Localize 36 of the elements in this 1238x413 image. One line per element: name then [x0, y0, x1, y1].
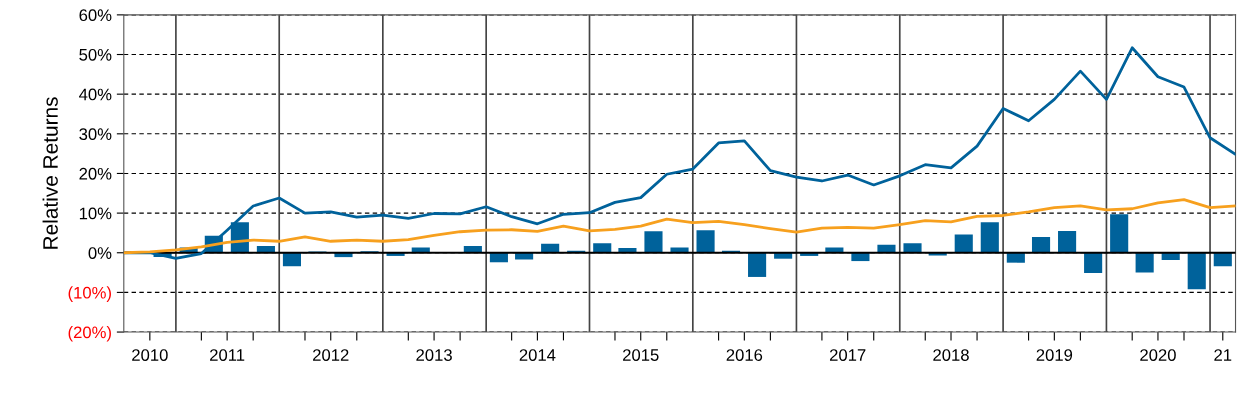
bar: [748, 252, 767, 277]
x-tick-label: 2012: [313, 349, 349, 361]
x-tick-label: 2017: [829, 349, 866, 361]
y-tick-label: 20%: [79, 167, 112, 180]
y-tick-label: (10%): [68, 286, 111, 302]
x-tick-label: 2014: [519, 349, 556, 361]
y-tick-label: 50%: [79, 48, 112, 61]
bar: [1187, 252, 1206, 290]
bar: [644, 231, 663, 253]
x-tick-label: 2013: [416, 349, 452, 361]
bar: [954, 234, 973, 253]
bar: [1006, 252, 1025, 263]
y-axis-title: Relative Returns: [42, 97, 58, 249]
bar: [593, 243, 612, 253]
x-tick-label: 2010: [132, 349, 168, 361]
bar: [1058, 230, 1077, 253]
y-tick-label: (20%): [68, 326, 111, 342]
x-tick-label: 2019: [1036, 349, 1073, 361]
y-tick-label: 60%: [79, 9, 112, 22]
x-tick-label: 2020: [1140, 349, 1176, 361]
bar: [1110, 214, 1129, 253]
bar: [696, 230, 715, 253]
bar: [1084, 252, 1103, 273]
bar: [1031, 236, 1051, 253]
x-tick-label: 21: [1214, 349, 1232, 361]
y-tick-label: 40%: [79, 88, 112, 101]
bar: [1135, 252, 1154, 273]
x-tick-label: 2015: [623, 349, 659, 361]
y-tick-label: 30%: [79, 128, 112, 141]
bar: [980, 222, 999, 253]
x-tick-label: 2016: [726, 349, 763, 361]
bar: [903, 243, 922, 253]
x-tick-label: 2018: [933, 349, 969, 361]
y-tick-label: 10%: [79, 207, 112, 220]
y-tick-label: 0%: [88, 247, 112, 259]
x-tick-label: 2011: [210, 349, 245, 361]
